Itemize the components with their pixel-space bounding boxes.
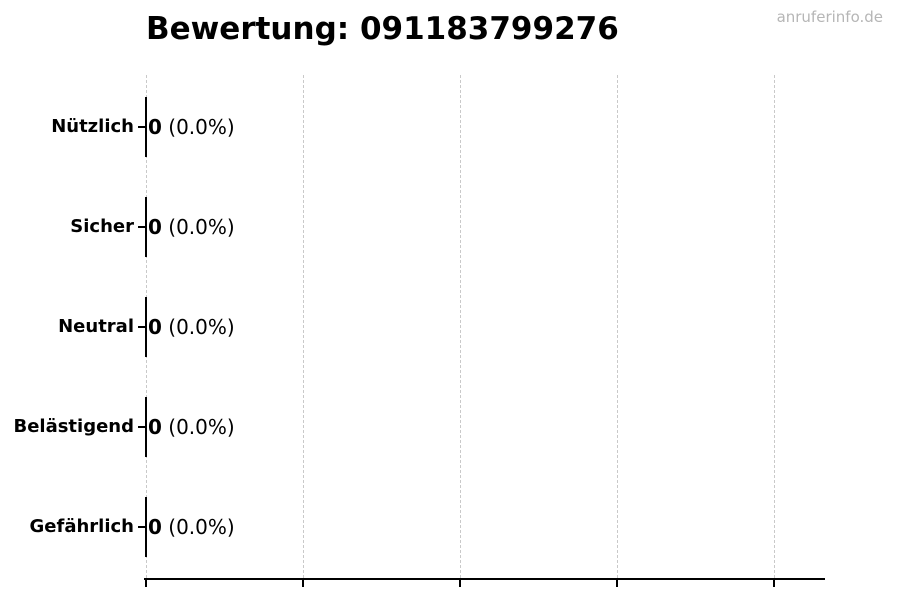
x-axis-tick <box>145 580 147 587</box>
category-label: Sicher <box>70 216 134 237</box>
watermark-text: anruferinfo.de <box>776 8 883 26</box>
value-count: 0 <box>148 315 162 339</box>
value-percent: (0.0%) <box>168 215 235 239</box>
value-percent: (0.0%) <box>168 415 235 439</box>
value-label: 0 (0.0%) <box>148 114 235 140</box>
value-label: 0 (0.0%) <box>148 514 235 540</box>
value-percent: (0.0%) <box>168 515 235 539</box>
gridline <box>774 75 775 578</box>
x-axis-line <box>144 578 825 580</box>
x-axis-tick <box>773 580 775 587</box>
gridline <box>303 75 304 578</box>
value-count: 0 <box>148 415 162 439</box>
value-count: 0 <box>148 115 162 139</box>
chart-title: Bewertung: 091183799276 <box>146 11 619 47</box>
value-label: 0 (0.0%) <box>148 414 235 440</box>
category-label: Gefährlich <box>29 516 134 537</box>
value-percent: (0.0%) <box>168 315 235 339</box>
value-count: 0 <box>148 515 162 539</box>
x-axis-tick <box>302 580 304 587</box>
zero-width-bar <box>145 397 147 457</box>
category-label: Nützlich <box>51 116 134 137</box>
value-percent: (0.0%) <box>168 115 235 139</box>
y-axis-tick <box>138 326 146 328</box>
gridline <box>617 75 618 578</box>
y-axis-tick <box>138 126 146 128</box>
value-label: 0 (0.0%) <box>148 314 235 340</box>
gridline <box>460 75 461 578</box>
value-count: 0 <box>148 215 162 239</box>
zero-width-bar <box>145 197 147 257</box>
y-axis-tick <box>138 226 146 228</box>
y-axis-tick <box>138 526 146 528</box>
x-axis-tick <box>459 580 461 587</box>
y-axis-tick <box>138 426 146 428</box>
zero-width-bar <box>145 497 147 557</box>
zero-width-bar <box>145 297 147 357</box>
value-label: 0 (0.0%) <box>148 214 235 240</box>
x-axis-tick <box>616 580 618 587</box>
zero-width-bar <box>145 97 147 157</box>
category-label: Belästigend <box>13 416 134 437</box>
category-label: Neutral <box>58 316 134 337</box>
